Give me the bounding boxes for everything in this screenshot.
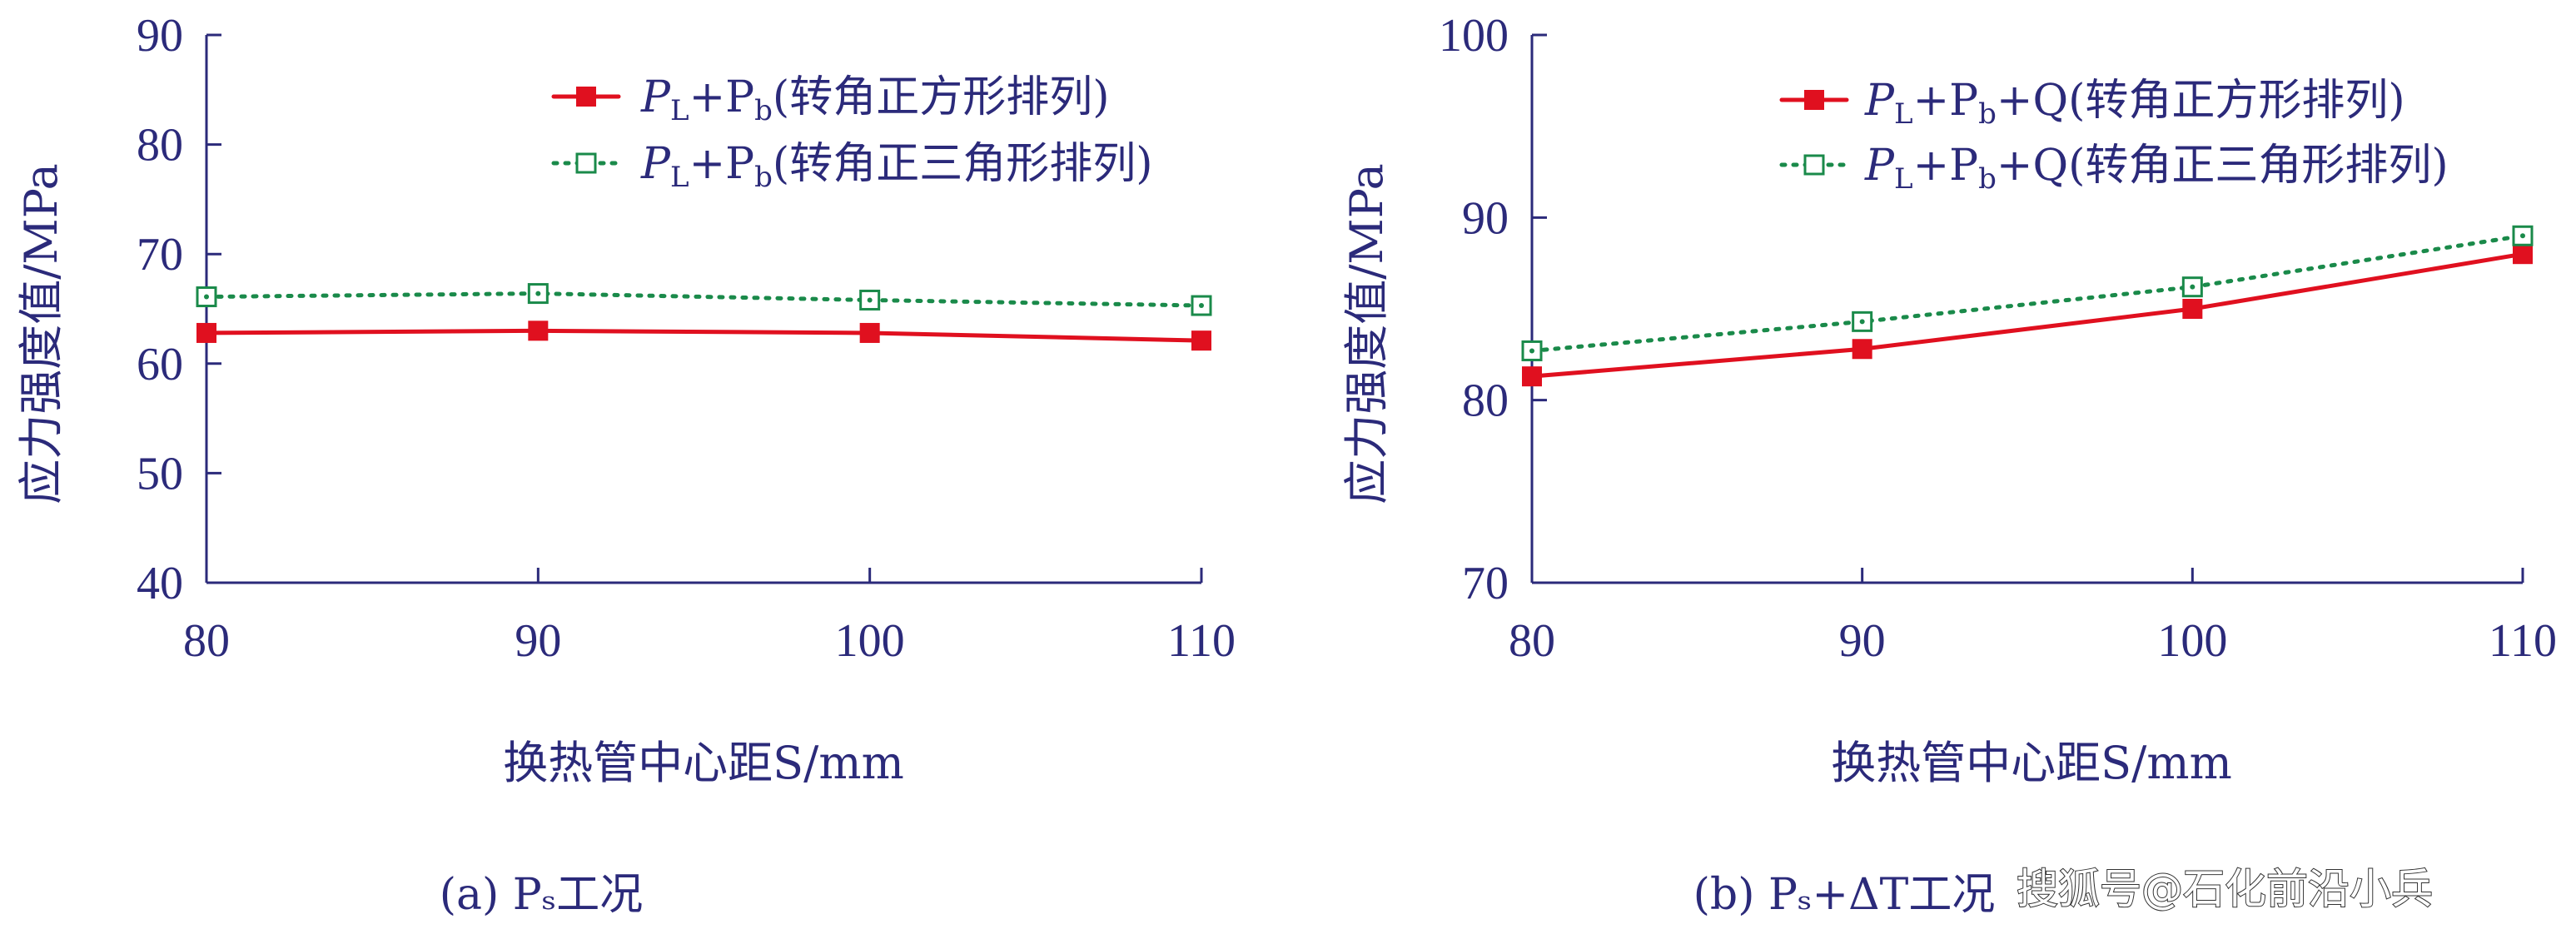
data-point-dot — [1529, 348, 1534, 354]
x-tick-label: 80 — [1509, 615, 1555, 667]
legend-marker — [1803, 154, 1825, 176]
series-line-1 — [1529, 251, 2525, 379]
legend-label-subscript: L — [670, 161, 689, 194]
y-tick-label: 50 — [137, 448, 183, 499]
y-tick-label: 70 — [1462, 558, 1509, 609]
x-tick-label: 90 — [515, 615, 561, 667]
watermark-text: 搜狐号@石化前沿小兵 — [2017, 865, 2433, 913]
x-tick-label: 110 — [2489, 615, 2557, 667]
data-point-marker — [1852, 339, 1872, 360]
chart-panel-a: 40 50 60 70 80 90 80 90 100 110 应力强度值/MPa 换热管中心距S/m… — [15, 10, 1236, 920]
legend-marker — [576, 87, 596, 107]
legend-marker — [575, 152, 597, 174]
y-tick-label: 70 — [137, 229, 183, 281]
y-axis-title: 应力强度值/MPa — [15, 163, 67, 504]
legend-label: PL+Pb(转角正方形排列) — [640, 72, 1109, 127]
data-point-marker — [859, 322, 880, 343]
legend-label-part: (转角正三角形排列) — [773, 139, 1153, 189]
legend-label: PL+Pb+Q(转角正方形排列) — [1864, 76, 2405, 131]
legend-label-part: P — [640, 72, 671, 122]
y-tick-label: 60 — [137, 339, 183, 390]
legend-label-part: P — [1864, 76, 1895, 126]
legend-label-part: (转角正方形排列) — [773, 72, 1110, 122]
data-point-dot — [2520, 233, 2525, 239]
legend-label-subscript: b — [754, 94, 773, 127]
panel-caption: (a) Pₛ工况 — [440, 870, 644, 920]
data-point-marker — [1522, 366, 1542, 387]
y-tick-label: 90 — [1462, 192, 1509, 244]
x-tick-label: 90 — [1839, 615, 1886, 667]
series-line-1 — [204, 328, 1204, 343]
y-tick-label: 80 — [1462, 375, 1509, 427]
data-point-dot — [2190, 284, 2196, 290]
data-point-dot — [867, 297, 873, 303]
x-tick-label: 100 — [835, 615, 905, 667]
legend-marker — [1804, 90, 1824, 110]
legend-label-subscript: b — [1978, 162, 1997, 196]
legend-label-part: +P — [1913, 76, 1979, 126]
legend-label-part: +Q(转角正三角形排列) — [1997, 141, 2449, 191]
data-point-marker — [1191, 330, 1211, 351]
x-axis-title: 换热管中心距S/mm — [1831, 737, 2232, 789]
x-axis-title: 换热管中心距S/mm — [503, 737, 904, 789]
data-point-marker — [2513, 244, 2533, 265]
legend-label-subscript: L — [1894, 162, 1913, 196]
panel-caption: (b) Pₛ+ΔT工况 — [1693, 870, 1996, 920]
x-tick-label: 80 — [183, 615, 230, 667]
y-axis-title: 应力强度值/MPa — [1340, 163, 1393, 504]
data-point-dot — [204, 294, 209, 300]
y-tick-label: 40 — [137, 558, 183, 609]
legend-label-part: P — [640, 139, 671, 189]
legend-label: PL+Pb(转角正三角形排列) — [640, 139, 1152, 194]
legend-label-subscript: L — [670, 94, 689, 127]
series-line-2 — [204, 291, 1204, 308]
y-tick-label: 80 — [137, 120, 183, 171]
data-point-marker — [2182, 299, 2203, 319]
legend-label: PL+Pb+Q(转角正三角形排列) — [1864, 141, 2449, 196]
legend-label-part: +P — [689, 72, 755, 122]
series-line-2 — [1529, 233, 2525, 353]
data-point-marker — [196, 322, 216, 343]
y-tick-label: 100 — [1439, 10, 1509, 62]
legend-label-part: +P — [689, 139, 755, 189]
legend-label-subscript: L — [1894, 97, 1913, 131]
y-tick-label: 90 — [137, 10, 183, 62]
legend-label-subscript: b — [1978, 97, 1997, 131]
data-point-dot — [535, 291, 541, 296]
legend-label-part: +P — [1913, 141, 1979, 191]
data-point-dot — [1199, 303, 1204, 309]
legend-label-part: P — [1864, 141, 1895, 191]
x-tick-label: 110 — [1167, 615, 1236, 667]
data-point-marker — [528, 320, 549, 341]
legend-label-part: +Q(转角正方形排列) — [1997, 76, 2405, 126]
x-tick-label: 100 — [2157, 615, 2227, 667]
data-point-dot — [1859, 319, 1865, 325]
legend-label-subscript: b — [754, 161, 773, 194]
